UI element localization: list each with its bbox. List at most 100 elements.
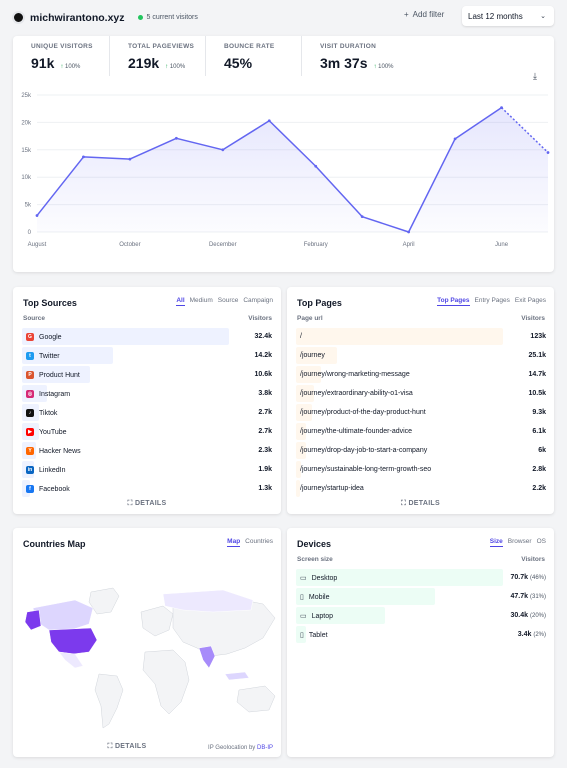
device-row[interactable]: ▭ Laptop 30.4k (20%) (296, 606, 546, 625)
current-visitors[interactable]: 5 current visitors (137, 14, 198, 21)
desktop-icon: ▭ (300, 575, 307, 582)
live-dot-icon (137, 15, 143, 20)
site-switcher[interactable]: michwirantono.xyz 5 current visitors (12, 11, 198, 24)
tab-countries[interactable]: Countries (245, 538, 273, 545)
stat-label: BOUNCE RATE (224, 43, 275, 50)
site-name: michwirantono.xyz (30, 11, 125, 24)
page-row[interactable]: /journey/the-ultimate-founder-advice 6.1k (296, 422, 546, 441)
page-row[interactable]: / 123k (296, 327, 546, 346)
page-row[interactable]: /journey/wrong-marketing-message 14.7k (296, 365, 546, 384)
stat-value: 3m 37s (320, 55, 368, 71)
devices-title: Devices (297, 539, 332, 549)
device-row[interactable]: ▭ Desktop 70.7k (46%) (296, 568, 546, 587)
stat-bounce-rate[interactable]: BOUNCE RATE 45% (205, 36, 301, 76)
source-name: Facebook (39, 485, 70, 493)
page-row[interactable]: /journey/extraordinary-ability-o1-visa 10… (296, 384, 546, 403)
stat-unique-visitors[interactable]: UNIQUE VISITORS 91k ↑ 100% (13, 36, 109, 76)
device-bar (296, 569, 503, 586)
countries-map-card: Countries Map Map Countries ⛶ DETAILS IP… (13, 528, 281, 757)
x-tick-label: December (209, 242, 237, 248)
source-label: ◎ Instagram (26, 390, 70, 398)
data-point[interactable] (174, 136, 178, 140)
data-point[interactable] (546, 151, 550, 154)
source-name: Google (39, 333, 62, 341)
page-row[interactable]: /journey 25.1k (296, 346, 546, 365)
col-visitors: Visitors (521, 556, 545, 563)
pages-details-button[interactable]: ⛶ DETAILS (287, 500, 554, 508)
device-bar (296, 588, 435, 605)
data-point[interactable] (267, 119, 271, 123)
data-point[interactable] (314, 164, 318, 168)
visitors-line-incomplete[interactable] (501, 107, 549, 154)
sources-details-button[interactable]: ⛶ DETAILS (13, 500, 281, 508)
source-row[interactable]: G Google 32.4k (22, 327, 272, 346)
data-point[interactable] (221, 148, 225, 152)
source-label: f Facebook (26, 485, 70, 493)
source-row[interactable]: ▶ YouTube 2.7k (22, 422, 272, 441)
tab-all[interactable]: All (176, 297, 185, 306)
mobile-icon: ▯ (300, 594, 304, 601)
geolocation-credit: IP Geolocation by DB-IP (208, 745, 273, 751)
source-row[interactable]: ♪ Tiktok 2.7k (22, 403, 272, 422)
source-row[interactable]: t Twitter 14.2k (22, 346, 272, 365)
device-row[interactable]: ▯ Tablet 3.4k (2%) (296, 625, 546, 644)
x-tick-label: April (403, 242, 415, 248)
tab-entry-pages[interactable]: Entry Pages (474, 297, 510, 304)
tab-size[interactable]: Size (489, 538, 503, 547)
visitors-graph-card: UNIQUE VISITORS 91k ↑ 100% TOTAL PAGEVIE… (13, 36, 554, 272)
page-row[interactable]: /journey/drop-day-job-to-start-a-company… (296, 441, 546, 460)
top-sources-title: Top Sources (23, 298, 77, 308)
visitors-line-chart[interactable]: 0 5k 10k 15k 20k 25k August October December Febr… (13, 86, 554, 266)
source-bar (22, 328, 229, 345)
device-row[interactable]: ▯ Mobile 47.7k (31%) (296, 587, 546, 606)
period-select[interactable]: Last 12 months ⌄ (462, 6, 554, 26)
source-visitors: 10.6k (254, 371, 272, 378)
source-visitors: 14.2k (254, 352, 272, 359)
source-bar (22, 347, 114, 364)
tab-browser[interactable]: Browser (507, 538, 532, 545)
page-bar (296, 385, 314, 402)
details-label: DETAILS (134, 500, 167, 507)
db-ip-link[interactable]: DB-IP (256, 745, 273, 751)
tab-os[interactable]: OS (536, 538, 546, 545)
download-icon[interactable]: ⤓ (533, 71, 537, 81)
data-point[interactable] (82, 155, 85, 159)
col-source: Source (23, 315, 46, 322)
site-favicon-icon (12, 11, 25, 24)
map-australia (236, 685, 276, 713)
data-point[interactable] (35, 214, 39, 217)
x-tick-label: June (495, 242, 509, 248)
add-filter-button[interactable]: + Add filter (404, 10, 444, 19)
stat-visit-duration[interactable]: VISIT DURATION 3m 37s ↑ 100% (301, 36, 431, 76)
stat-total-pageviews[interactable]: TOTAL PAGEVIEWS 219k ↑ 100% (109, 36, 205, 76)
device-bar (296, 607, 385, 624)
data-point[interactable] (453, 137, 457, 141)
tab-top-pages[interactable]: Top Pages (437, 297, 470, 306)
page-url: /journey (300, 352, 325, 359)
world-map[interactable] (13, 556, 281, 736)
source-row[interactable]: P Product Hunt 10.6k (22, 365, 272, 384)
countries-details-button[interactable]: ⛶ DETAILS (0, 743, 261, 751)
tab-exit-pages[interactable]: Exit Pages (514, 297, 546, 304)
page-row[interactable]: /journey/product-of-the-day-product-hunt… (296, 403, 546, 422)
data-point[interactable] (360, 215, 364, 219)
source-row[interactable]: Y Hacker News 2.3k (22, 441, 272, 460)
tab-campaign[interactable]: Campaign (243, 297, 273, 304)
page-row[interactable]: /journey/sustainable-long-term-growth-se… (296, 460, 546, 479)
tab-source[interactable]: Source (217, 297, 239, 304)
source-row[interactable]: ◎ Instagram 3.8k (22, 384, 272, 403)
tab-map[interactable]: Map (227, 538, 241, 547)
tab-medium[interactable]: Medium (189, 297, 213, 304)
col-visitors: Visitors (521, 315, 545, 322)
top-bar: michwirantono.xyz 5 current visitors + A… (0, 0, 567, 34)
map-greenland (88, 587, 120, 615)
data-point[interactable] (128, 157, 132, 161)
data-point[interactable] (407, 230, 411, 234)
geo-prefix: IP Geolocation by (208, 745, 256, 751)
chevron-down-icon: ⌄ (540, 13, 546, 20)
data-point[interactable] (500, 106, 503, 110)
stat-change: ↑ 100% (60, 64, 80, 70)
source-row[interactable]: f Facebook 1.3k (22, 479, 272, 498)
source-row[interactable]: in LinkedIn 1.9k (22, 460, 272, 479)
page-row[interactable]: /journey/startup-idea 2.2k (296, 479, 546, 498)
